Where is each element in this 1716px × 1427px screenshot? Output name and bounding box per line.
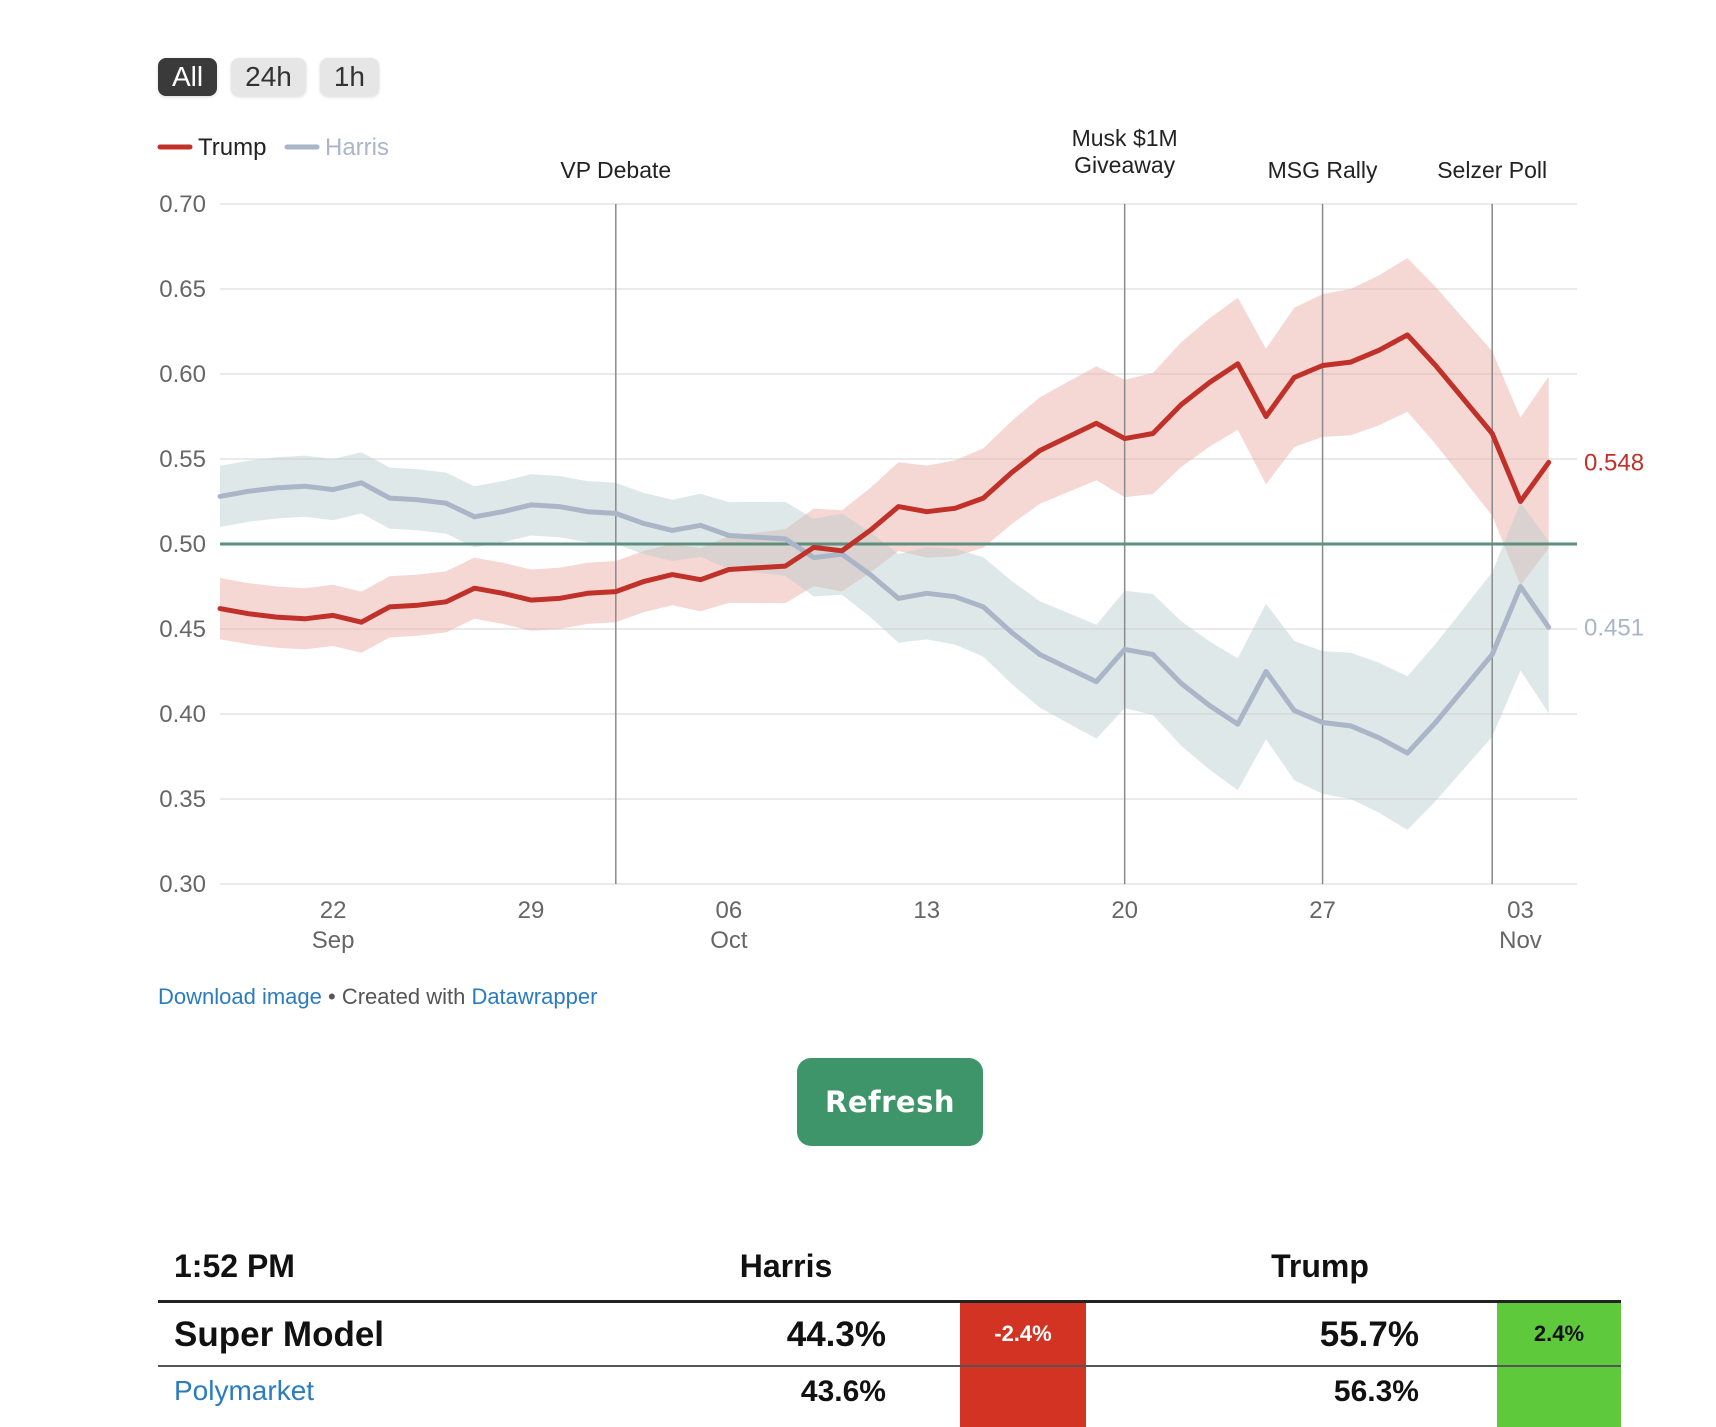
y-tick-label: 0.45 xyxy=(159,616,206,643)
x-tick-sublabel: Nov xyxy=(1499,927,1542,954)
event-label: Selzer Poll xyxy=(1437,157,1547,183)
x-tick-label: 03 xyxy=(1507,897,1534,924)
range-tab-all[interactable]: All xyxy=(158,58,218,96)
trump-legend-label: Trump xyxy=(198,134,266,161)
trump-change-badge: 2.4% xyxy=(1497,1303,1621,1365)
y-tick-label: 0.35 xyxy=(159,786,206,813)
trump-value: 55.7% xyxy=(1319,1315,1419,1354)
x-axis-ticks: 22 Sep 29 06 Oct 13 20 27 03 Nov xyxy=(312,897,1542,954)
x-tick-sublabel: Sep xyxy=(312,927,355,954)
range-tab-1h[interactable]: 1h xyxy=(319,58,379,96)
model-name: Super Model xyxy=(174,1315,385,1354)
x-tick-label: 27 xyxy=(1309,897,1336,924)
event-label: Giveaway xyxy=(1074,152,1175,178)
series-lines xyxy=(217,332,1552,756)
row-divider xyxy=(158,1365,1621,1367)
trump-last-value-label: 0.548 xyxy=(1584,449,1644,476)
trump-value: 56.3% xyxy=(1333,1375,1419,1408)
range-tab-24h[interactable]: 24h xyxy=(231,58,306,96)
harris-value: 44.3% xyxy=(786,1315,886,1354)
footer-separator: • xyxy=(321,984,342,1009)
event-label: MSG Rally xyxy=(1268,157,1378,183)
trump-uncertainty-band xyxy=(220,258,1549,653)
harris-series-line xyxy=(217,480,1552,756)
y-tick-label: 0.40 xyxy=(159,701,206,728)
chart-footer: Download image • Created with Datawrappe… xyxy=(158,984,597,1010)
update-time: 1:52 PM xyxy=(174,1248,295,1284)
harris-column-header: Harris xyxy=(739,1248,833,1284)
y-tick-label: 0.30 xyxy=(159,871,206,898)
y-tick-label: 0.50 xyxy=(159,531,206,558)
trump-column-header: Trump xyxy=(1271,1248,1369,1284)
x-tick-label: 06 xyxy=(716,897,743,924)
x-tick-sublabel: Oct xyxy=(710,927,748,954)
y-tick-label: 0.60 xyxy=(159,361,206,388)
datawrapper-link[interactable]: Datawrapper xyxy=(471,984,598,1009)
uncertainty-bands xyxy=(220,258,1549,830)
x-tick-label: 20 xyxy=(1111,897,1138,924)
download-image-link[interactable]: Download image xyxy=(158,984,322,1009)
table-row: Polymarket 43.6% 56.3% xyxy=(158,1367,1621,1427)
results-table: 1:52 PM Harris Trump Super Model 44.3% -… xyxy=(158,1232,1621,1427)
trump-series-line xyxy=(217,332,1552,625)
y-tick-label: 0.55 xyxy=(159,446,206,473)
event-label: VP Debate xyxy=(560,157,671,183)
x-tick-label: 29 xyxy=(518,897,545,924)
x-tick-label: 13 xyxy=(913,897,940,924)
harris-change-badge xyxy=(960,1367,1086,1427)
harris-change-badge: -2.4% xyxy=(960,1303,1086,1365)
market-name-link[interactable]: Polymarket xyxy=(174,1375,315,1406)
trump-change-badge xyxy=(1497,1367,1621,1427)
harris-last-value-label: 0.451 xyxy=(1584,614,1644,641)
results-header: 1:52 PM Harris Trump xyxy=(158,1232,1621,1300)
table-row: Super Model 44.3% -2.4% 55.7% 2.4% xyxy=(158,1303,1621,1365)
harris-value: 43.6% xyxy=(800,1375,886,1408)
event-label: Musk $1M xyxy=(1072,125,1178,151)
harris-uncertainty-band xyxy=(220,452,1549,830)
refresh-button[interactable]: Refresh xyxy=(797,1058,983,1146)
x-tick-label: 22 xyxy=(320,897,347,924)
y-axis-ticks: 0.30 0.35 0.40 0.45 0.50 0.55 0.60 0.65 0.70 xyxy=(159,191,206,898)
y-tick-label: 0.65 xyxy=(159,276,206,303)
last-value-labels: 0.548 0.451 xyxy=(1584,449,1644,641)
y-tick-label: 0.70 xyxy=(159,191,206,218)
header-divider xyxy=(158,1300,1621,1303)
created-with-text: Created with xyxy=(341,984,472,1009)
harris-legend-label: Harris xyxy=(325,134,389,161)
chart-legend: Trump Harris xyxy=(157,134,389,161)
time-range-tabs: All 24h 1h xyxy=(158,58,379,96)
